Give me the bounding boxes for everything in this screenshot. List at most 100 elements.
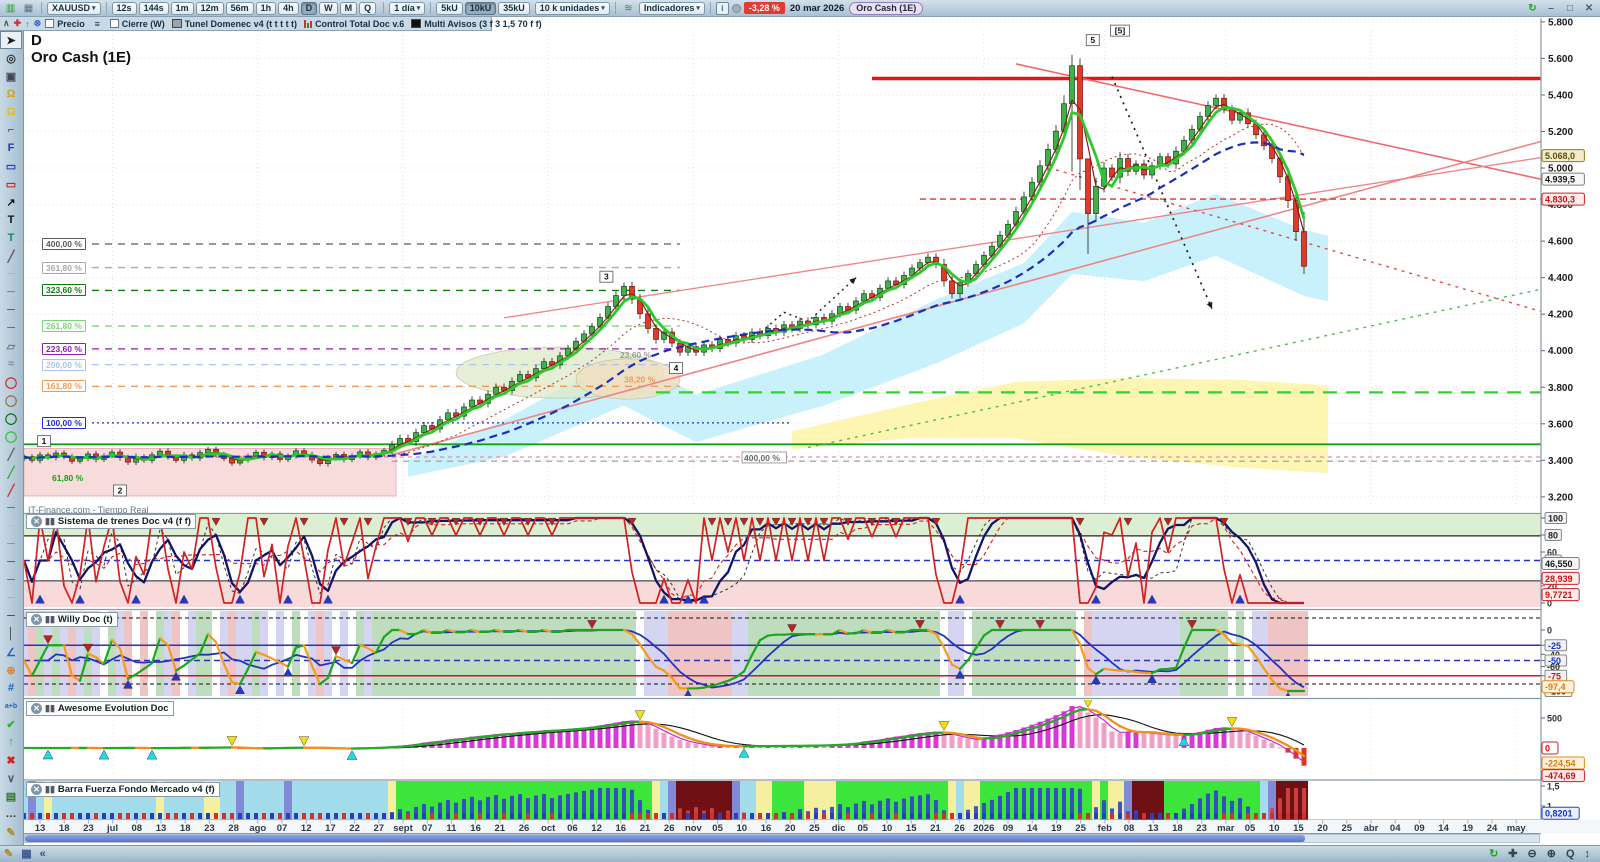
legend-item-0[interactable]: Precio [45,19,85,29]
units-select[interactable]: 10 k unidades ▾ [534,1,610,15]
alarm-icon[interactable]: Ω [6,106,16,118]
draw-mode-icon[interactable]: ✎ [4,847,14,860]
add-green-icon[interactable]: ↑ [25,18,30,29]
checkbox-icon[interactable] [109,19,119,28]
list-icon[interactable]: ≡ [94,18,100,29]
horizontal-scrollbar[interactable] [24,834,1540,843]
unit-5kU[interactable]: 5kU [436,1,463,15]
alarm-add-icon[interactable]: Ω [6,88,16,100]
share-icon[interactable]: ▦ [21,847,32,860]
fib-level-label[interactable]: 361,80 % [42,261,86,274]
layout-icon[interactable]: ▦ [23,2,34,14]
hline2-pink-tool[interactable]: ─ [7,520,15,532]
legend-item-1[interactable]: Cierre (W) [109,19,165,29]
fib-level-label[interactable]: 261,80 % [42,320,86,333]
fib-level-label[interactable]: 223,60 % [42,342,86,355]
legend-item-3[interactable]: Control Total Doc v.6 [304,19,404,29]
text-tool[interactable]: T [7,214,15,226]
close-icon[interactable]: ✕ [31,516,42,527]
add-red-icon[interactable]: ✚ [13,18,22,28]
fib-retracement-tool[interactable]: F [7,142,15,154]
hline-lightgreen-tool[interactable]: ─ [7,268,15,280]
check-tool[interactable]: ✔ [6,718,16,731]
collapse-panel-icon[interactable]: ∧ [3,18,10,28]
segment-tool[interactable]: ╱ [7,250,15,263]
rect-red-tool[interactable]: ▭ [5,178,17,191]
instrument-tag[interactable]: Oro Cash (1E) [849,1,924,15]
hline2-lightblue-tool[interactable]: ─ [7,592,15,604]
zoom-fit-icon[interactable]: Q [1565,847,1575,860]
rect-blue-tool[interactable]: ▭ [5,160,17,173]
unit-10kU[interactable]: 10kU [464,1,497,15]
hline2-navy-tool[interactable]: ─ [7,610,15,622]
hline2-gray-tool[interactable]: ─ [7,502,15,514]
arrow-tool[interactable]: ↗ [6,196,16,209]
ellipsis-tool[interactable]: … [5,808,17,820]
unit-35kU[interactable]: 35kU [498,1,530,15]
ellipse-darkgreen-tool[interactable]: ◯ [4,412,18,425]
more-tools-chevron[interactable]: ∨ [6,772,16,785]
close-icon[interactable]: ✕ [31,614,42,625]
notes-tool[interactable]: ▤ [5,790,17,803]
fib-level-label[interactable]: 323,60 % [42,284,86,297]
hline2-red-tool[interactable]: ─ [7,574,15,586]
chart-type-icon[interactable]: ▥ [5,2,16,14]
restore-button[interactable]: □ [1566,2,1574,14]
pointer-tool[interactable]: ➤ [0,31,22,49]
refresh-icon[interactable]: ↻ [1528,2,1537,14]
close-button[interactable]: ✕ [1584,2,1594,14]
ruler-tool[interactable]: ▱ [6,340,16,353]
timeframe-M[interactable]: M [339,1,358,15]
close-icon[interactable]: ✕ [31,784,42,795]
timeframe-Q[interactable]: Q [359,1,377,15]
hline2-green-tool[interactable]: ─ [7,538,15,550]
ellipse-green-tool[interactable]: ◯ [4,430,18,443]
target-tool[interactable]: ⊕ [6,664,16,677]
fib-level-label[interactable]: 100,00 % [42,416,86,429]
fib-level-label[interactable]: 161,80 % [42,380,86,393]
zoom-out-icon[interactable]: ⊖ [1527,847,1537,860]
timeframe-12m[interactable]: 12m [195,1,224,15]
angle-tool[interactable]: ∠ [6,646,16,659]
draw-tool[interactable]: ✎ [6,826,16,839]
fib-level-label[interactable]: 200,00 % [42,358,86,371]
fib-level-label[interactable]: 400,00 % [42,238,86,251]
hline-green-tool[interactable]: ─ [7,286,15,298]
indicators-button[interactable]: Indicadores ▾ [638,1,705,15]
refresh-data-icon[interactable]: ↻ [1489,847,1499,860]
checkbox-icon[interactable] [45,19,55,28]
timeframe-144s[interactable]: 144s [138,1,169,15]
close-circle-icon[interactable]: ⊗ [33,18,42,28]
collapse-icon[interactable]: « [39,847,46,860]
minimize-button[interactable]: – [1548,2,1554,14]
ellipse-brown-tool[interactable]: ◯ [4,394,18,407]
like-tool[interactable]: ↑ [8,736,14,748]
vertical-arrows-icon[interactable]: ↕ [1584,847,1591,860]
zoom-area-tool[interactable]: ▣ [5,70,17,83]
ab-tool[interactable]: a+b [4,702,18,710]
trend-gray-tool[interactable]: ╱ [7,448,15,461]
timeframe-1m[interactable]: 1m [170,1,194,15]
fib-numbers-tool[interactable]: # [7,682,15,694]
scrollbar-thumb[interactable] [25,835,1305,842]
hline2-darkgreen-tool[interactable]: ─ [7,556,15,568]
ellipse-red-tool[interactable]: ◯ [4,376,18,389]
timeframe-1h[interactable]: 1h [255,1,277,15]
pan-zoom-icon[interactable]: ✚ [1508,847,1518,860]
zoom-tool[interactable]: ◎ [6,52,16,65]
trend-red-tool[interactable]: ╱ [7,484,15,497]
timeframe-W[interactable]: W [319,1,338,15]
vline-tool[interactable]: │ [7,628,15,640]
period-select[interactable]: 1 día ▾ [389,1,426,15]
legend-item-4[interactable]: Multi Avisos (3 f 3 1,5 70 f f) [411,19,542,29]
delete-tool[interactable]: ✖ [6,754,16,767]
close-icon[interactable]: ✕ [31,703,42,714]
timeframe-56m[interactable]: 56m [225,1,254,15]
timeframe-D[interactable]: D [300,1,318,15]
hline-darkgreen-tool[interactable]: ─ [7,304,15,316]
zoom-in-icon[interactable]: ⊕ [1546,847,1556,860]
timeframe-4h[interactable]: 4h [278,1,299,15]
fib-projection-tool[interactable]: ⌐ [7,124,15,136]
comment-tool[interactable]: T [7,232,15,244]
